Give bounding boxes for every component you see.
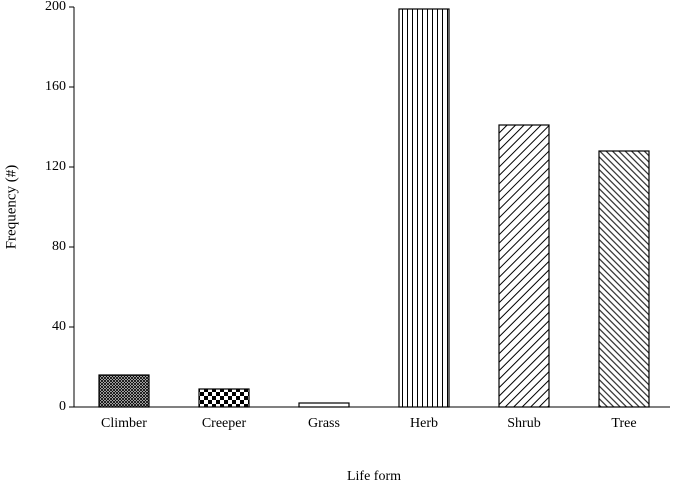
bar bbox=[598, 150, 650, 408]
y-tick-label: 40 bbox=[52, 319, 66, 334]
y-tick-label: 80 bbox=[52, 239, 66, 254]
bar bbox=[398, 8, 450, 408]
y-axis-title: Frequency (#) bbox=[3, 165, 19, 250]
x-tick-label: Herb bbox=[410, 416, 438, 431]
bar bbox=[498, 124, 550, 408]
y-tick-label: 160 bbox=[45, 79, 66, 94]
x-tick-label: Creeper bbox=[202, 416, 247, 431]
bar bbox=[98, 374, 150, 408]
bar bbox=[198, 388, 250, 408]
y-tick-label: 0 bbox=[59, 399, 66, 414]
x-tick-label: Climber bbox=[101, 416, 147, 431]
bar bbox=[298, 402, 350, 408]
y-tick-label: 200 bbox=[45, 0, 66, 14]
x-axis-title: Life form bbox=[347, 469, 401, 484]
y-tick-label: 120 bbox=[45, 159, 66, 174]
x-tick-label: Tree bbox=[611, 416, 636, 431]
x-tick-label: Grass bbox=[308, 416, 340, 431]
x-tick-label: Shrub bbox=[507, 416, 540, 431]
